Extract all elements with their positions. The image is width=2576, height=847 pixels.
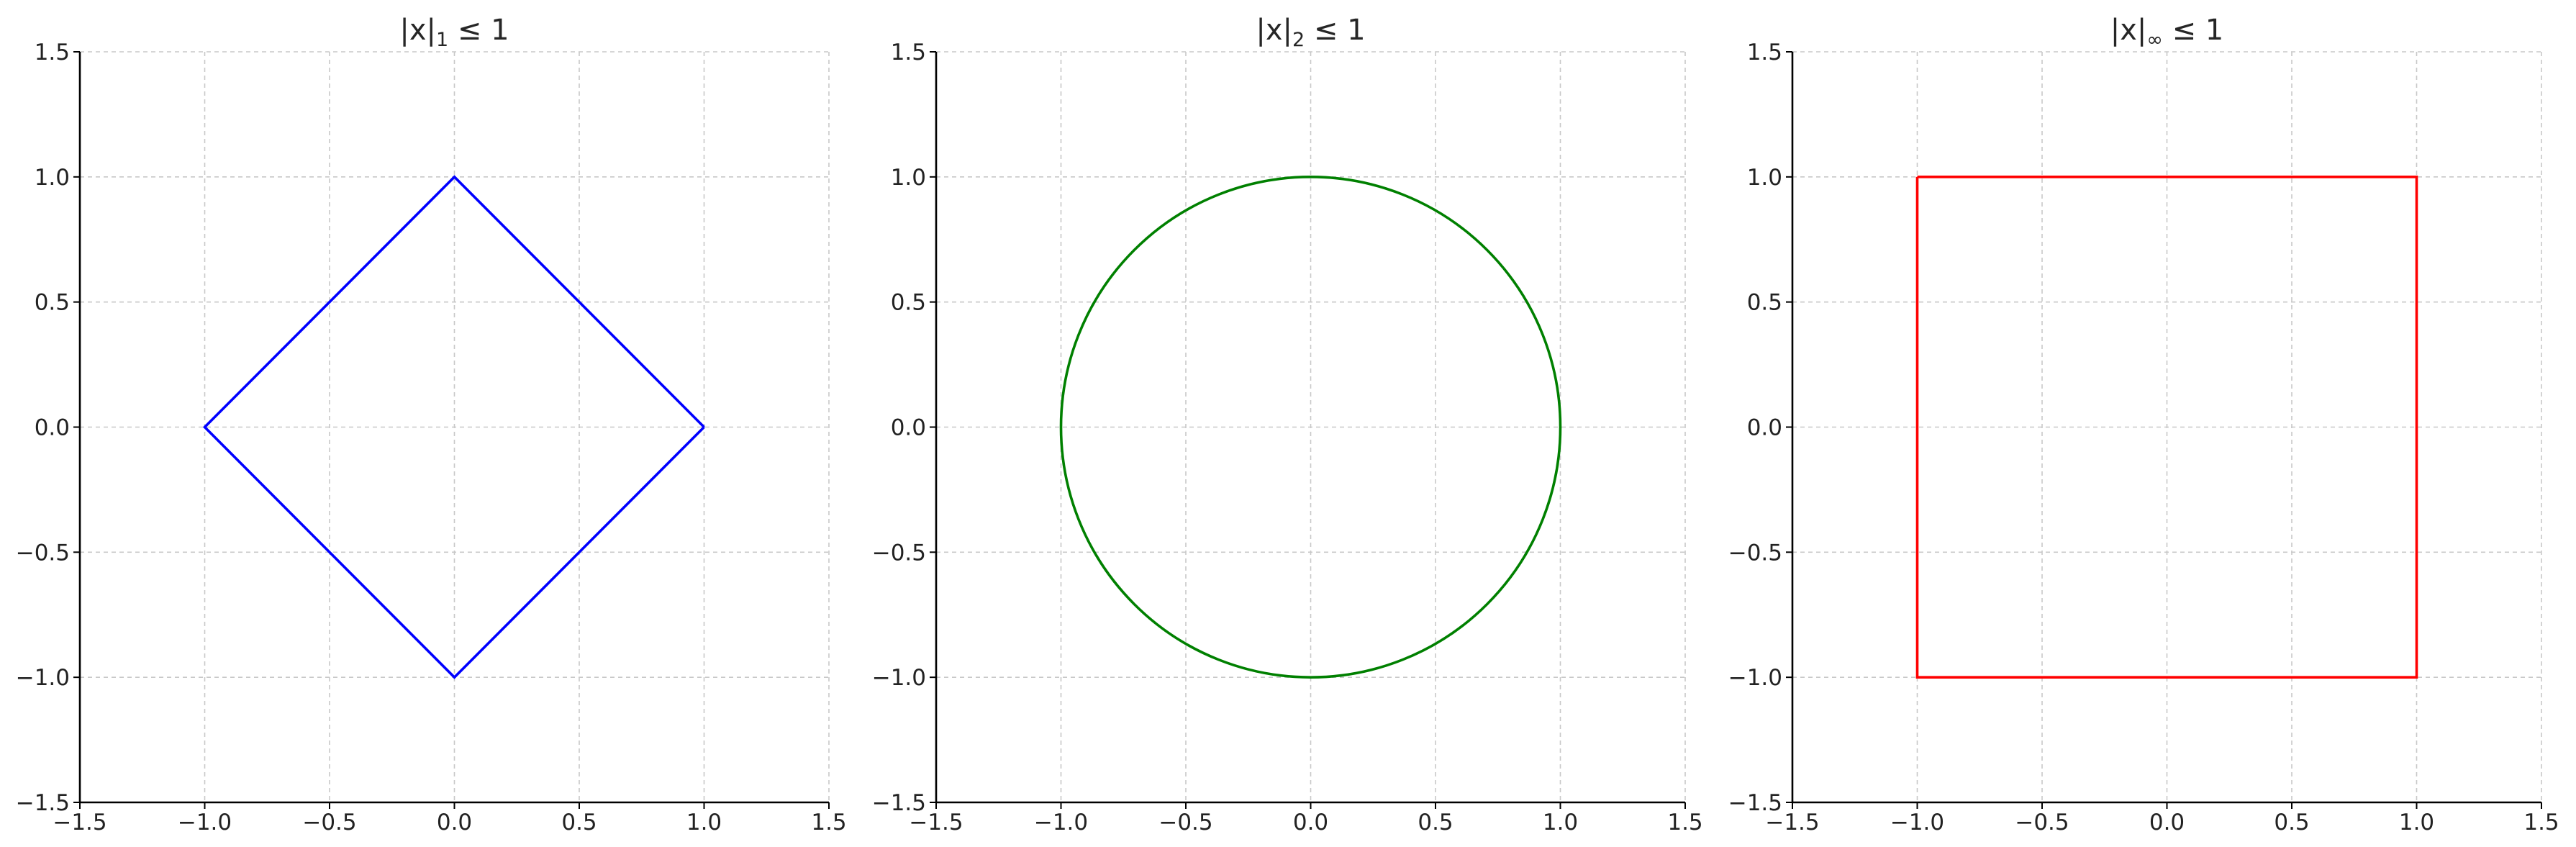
panel-title: |x|1 ≤ 1	[399, 14, 509, 51]
unit-ball-circle	[1059, 176, 1562, 679]
x-tick-label: 1.0	[2399, 810, 2434, 835]
x-tick-label: 1.5	[811, 810, 846, 835]
x-tick-label: −1.5	[1765, 810, 1819, 835]
y-tick-label: 0.5	[35, 290, 70, 316]
y-tick-label: −1.0	[16, 665, 70, 691]
y-tick-label: 1.0	[35, 165, 70, 191]
y-tick-label: −1.0	[872, 665, 926, 691]
grid	[936, 51, 1686, 802]
y-tick-label: 0.5	[1747, 290, 1782, 316]
y-tick-label: −1.5	[872, 790, 926, 816]
y-tick-label: −1.0	[1728, 665, 1782, 691]
x-tick-label: 0.5	[561, 810, 597, 835]
y-tick-label: 1.5	[891, 40, 926, 65]
x-tick-label: 0.5	[1418, 810, 1453, 835]
panel-title: |x|2 ≤ 1	[1256, 14, 1365, 51]
y-tick-label: 0.0	[35, 415, 70, 441]
panel-2: −1.5 −1.0 −0.5 0.0 0.5 1.0 1.5 −1.5 −1.0 −0.5 0.0 0…	[872, 14, 1703, 835]
grid	[80, 51, 830, 802]
x-tick-label: 1.0	[686, 810, 722, 835]
unit-ball-diamond	[202, 175, 705, 679]
x-tick-label: 0.5	[2274, 810, 2309, 835]
x-tick-label: −1.5	[909, 810, 963, 835]
y-tick-label: −0.5	[1728, 540, 1782, 566]
unit-ball-square	[1915, 176, 2418, 679]
y-tick-label: 0.0	[891, 415, 926, 441]
x-tick-label: −1.0	[1890, 810, 1944, 835]
y-tick-label: 0.5	[891, 290, 926, 316]
y-tick-label: 1.5	[1747, 40, 1782, 65]
x-tick-label: 1.0	[1543, 810, 1578, 835]
panel-title: |x|∞ ≤ 1	[2110, 14, 2224, 51]
x-tick-label: −1.5	[53, 810, 106, 835]
y-tick-label: −0.5	[872, 540, 926, 566]
panel-3: −1.5 −1.0 −0.5 0.0 0.5 1.0 1.5 −1.5 −1.0 −0.5 0.0 0…	[1728, 14, 2559, 835]
grid	[1792, 51, 2542, 802]
y-tick-label: 1.0	[891, 165, 926, 191]
panel-1: −1.5 −1.0 −0.5 0.0 0.5 1.0 1.5 −1.5 −1.0 −0.5 0.0 0…	[16, 14, 847, 835]
y-tick-label: −1.5	[1728, 790, 1782, 816]
x-tick-label: −1.0	[178, 810, 232, 835]
y-tick-label: 1.0	[1747, 165, 1782, 191]
x-tick-label: −1.0	[1034, 810, 1088, 835]
x-tick-label: −0.5	[1158, 810, 1212, 835]
x-tick-label: 0.0	[2149, 810, 2185, 835]
x-tick-label: −0.5	[302, 810, 356, 835]
y-tick-label: −1.5	[16, 790, 70, 816]
x-tick-label: −0.5	[2015, 810, 2069, 835]
x-tick-label: 1.5	[1667, 810, 1702, 835]
y-tick-label: 0.0	[1747, 415, 1782, 441]
y-tick-label: 1.5	[35, 40, 70, 65]
x-tick-label: 1.5	[2523, 810, 2559, 835]
x-tick-label: 0.0	[1293, 810, 1328, 835]
y-tick-label: −0.5	[16, 540, 70, 566]
x-tick-label: 0.0	[437, 810, 472, 835]
